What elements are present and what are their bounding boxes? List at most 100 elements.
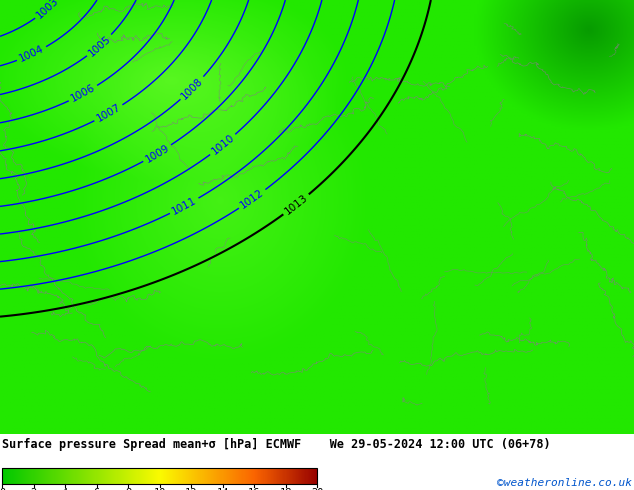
Bar [10,468,11,484]
Text: ©weatheronline.co.uk: ©weatheronline.co.uk [497,478,632,488]
Bar [68,468,69,484]
Bar [48,468,49,484]
Bar [240,468,242,484]
Text: 2: 2 [30,488,37,490]
Bar [191,468,192,484]
Bar [255,468,256,484]
Bar [229,468,230,484]
Text: 1012: 1012 [238,188,266,211]
Bar [214,468,215,484]
Bar [108,468,109,484]
Text: 1003: 1003 [35,0,61,21]
Bar [242,468,243,484]
Bar [243,468,245,484]
Bar [6,468,7,484]
Bar [4,468,5,484]
Bar [272,468,273,484]
Bar [299,468,301,484]
Bar [193,468,194,484]
Bar [235,468,236,484]
Bar [274,468,275,484]
Bar [292,468,293,484]
Bar [304,468,306,484]
Text: 1009: 1009 [143,143,171,165]
Bar [147,468,148,484]
Bar [56,468,58,484]
Bar [312,468,313,484]
Bar [226,468,227,484]
Bar [232,468,233,484]
Bar [20,468,21,484]
Bar [233,468,234,484]
Bar [288,468,290,484]
Bar [36,468,37,484]
Bar [280,468,281,484]
Bar [224,468,226,484]
Bar [239,468,240,484]
Bar [29,468,30,484]
Bar [154,468,155,484]
Bar [281,468,282,484]
Bar [125,468,126,484]
Bar [153,468,154,484]
Bar [22,468,23,484]
Bar [174,468,175,484]
Bar [61,468,62,484]
Bar [100,468,101,484]
Bar [209,468,210,484]
Bar [302,468,303,484]
Bar [166,468,167,484]
Bar [162,468,163,484]
Bar [164,468,165,484]
Bar [151,468,152,484]
Text: 1007: 1007 [94,102,122,124]
Bar [253,468,254,484]
Bar [217,468,218,484]
Bar [249,468,250,484]
Bar [285,468,287,484]
Bar [179,468,181,484]
Text: 4: 4 [62,488,68,490]
Bar [291,468,292,484]
Bar [268,468,269,484]
Bar [45,468,46,484]
Bar [279,468,280,484]
Bar [297,468,298,484]
Bar [66,468,67,484]
Bar [101,468,103,484]
Bar [188,468,189,484]
Bar [59,468,60,484]
Text: 1008: 1008 [179,75,205,101]
Bar [212,468,213,484]
Bar [141,468,143,484]
Bar [282,468,283,484]
Bar [122,468,123,484]
Bar [158,468,160,484]
Bar [124,468,125,484]
Bar [25,468,26,484]
Bar [138,468,139,484]
Bar [40,468,41,484]
Bar [85,468,86,484]
Bar [181,468,183,484]
Text: Surface pressure Spread mean+σ [hPa] ECMWF    We 29-05-2024 12:00 UTC (06+78): Surface pressure Spread mean+σ [hPa] ECM… [2,438,550,451]
Text: 10: 10 [153,488,165,490]
Bar [252,468,253,484]
Bar [303,468,304,484]
Bar [55,468,56,484]
Bar [127,468,128,484]
Bar [93,468,94,484]
Bar [228,468,229,484]
Bar [67,468,68,484]
Bar [200,468,202,484]
Bar [86,468,87,484]
Bar [49,468,50,484]
Bar [150,468,151,484]
Bar [306,468,307,484]
Bar [160,468,162,484]
Bar [194,468,195,484]
Bar [145,468,146,484]
Bar [216,468,217,484]
Bar [131,468,133,484]
Bar [119,468,120,484]
